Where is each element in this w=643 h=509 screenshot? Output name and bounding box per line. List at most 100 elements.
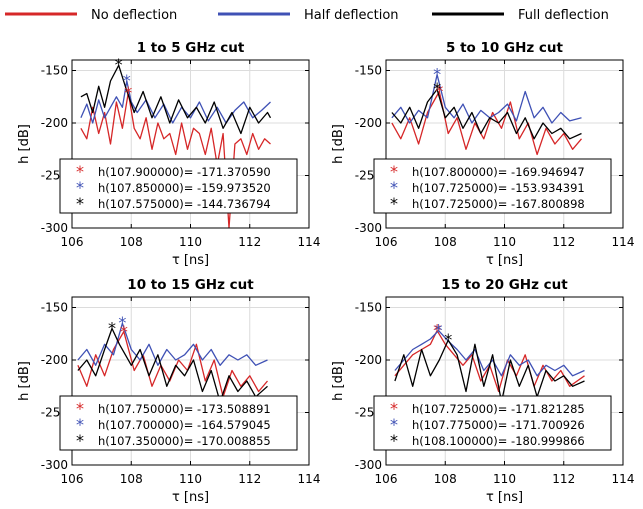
- y-tick-label: -300: [41, 221, 68, 235]
- x-tick-label: 108: [120, 472, 143, 486]
- x-tick-label: 108: [120, 235, 143, 249]
- peak-annotation-box: * h(107.725000)= -171.821285 * h(107.775000…: [373, 395, 612, 451]
- peak-annotation-box: * h(107.800000)= -169.946947 * h(107.725000…: [373, 158, 612, 214]
- annotation-text: h(108.100000)= -180.999866: [412, 434, 585, 448]
- series-line: [77, 322, 268, 366]
- y-tick-label: -300: [41, 458, 68, 472]
- annotation-box-frame: [373, 395, 612, 451]
- y-axis-label: h [dB]: [331, 361, 346, 401]
- y-tick-label: -200: [41, 116, 68, 130]
- legend-label: Half deflection: [304, 8, 399, 23]
- annotation-text: h(107.700000)= -164.579045: [98, 418, 271, 432]
- legend-item: Half deflection: [218, 8, 399, 23]
- series-group: [77, 322, 268, 403]
- y-tick-label: -200: [41, 353, 68, 367]
- y-tick-label: -300: [355, 221, 382, 235]
- figure-legend: No deflection Half deflection Full deflect…: [5, 8, 609, 23]
- annotation-text: h(107.725000)= -153.934391: [412, 181, 585, 195]
- chart-title: 15 to 20 GHz cut: [441, 277, 568, 293]
- x-tick-label: 112: [238, 235, 261, 249]
- peak-marker: *: [444, 330, 452, 349]
- x-tick-label: 112: [552, 472, 575, 486]
- annotation-text: h(107.725000)= -167.800898: [412, 197, 585, 211]
- peak-marker: *: [435, 320, 443, 339]
- annotation-marker: *: [390, 162, 398, 181]
- peak-marker: *: [433, 65, 441, 84]
- chart-title: 10 to 15 GHz cut: [127, 277, 254, 293]
- x-tick-label: 114: [612, 472, 635, 486]
- x-tick-label: 106: [375, 235, 398, 249]
- annotation-text: h(107.350000)= -170.008855: [98, 434, 271, 448]
- series-line: [391, 88, 582, 140]
- annotation-box-frame: [59, 395, 298, 451]
- x-axis-label: τ [ns]: [172, 253, 209, 268]
- annotation-text: h(107.575000)= -144.736794: [98, 197, 271, 211]
- annotation-box-frame: [373, 158, 612, 214]
- x-tick-label: 112: [238, 472, 261, 486]
- peak-marker: *: [435, 81, 443, 100]
- annotation-marker: *: [390, 178, 398, 197]
- peak-marker: *: [115, 55, 123, 74]
- x-tick-label: 106: [61, 472, 84, 486]
- y-tick-label: -200: [355, 116, 382, 130]
- chart-title: 1 to 5 GHz cut: [137, 40, 245, 56]
- annotation-text: h(107.750000)= -173.508891: [98, 402, 271, 416]
- series-group: [394, 329, 585, 403]
- x-tick-label: 114: [612, 235, 635, 249]
- series-line: [77, 327, 268, 403]
- y-axis-label: h [dB]: [17, 124, 32, 164]
- series-group: [80, 64, 272, 228]
- x-axis-label: τ [ns]: [486, 253, 523, 268]
- legend-item: No deflection: [5, 8, 177, 23]
- peak-marker: *: [124, 83, 132, 102]
- x-tick-label: 114: [298, 472, 321, 486]
- x-tick-label: 114: [298, 235, 321, 249]
- annotation-marker: *: [76, 399, 84, 418]
- peak-marker: *: [123, 71, 131, 90]
- annotation-text: h(107.725000)= -171.821285: [412, 402, 585, 416]
- annotation-marker: *: [76, 415, 84, 434]
- series-line: [391, 90, 582, 156]
- peak-marker: *: [433, 320, 441, 339]
- y-tick-label: -200: [355, 353, 382, 367]
- series-line: [80, 64, 272, 135]
- y-tick-label: -150: [41, 64, 68, 78]
- annotation-marker: *: [390, 431, 398, 450]
- annotation-marker: *: [76, 162, 84, 181]
- series-line: [80, 80, 271, 124]
- y-tick-label: -150: [355, 64, 382, 78]
- annotation-text: h(107.850000)= -159.973520: [98, 181, 271, 195]
- series-line: [394, 329, 585, 377]
- peak-marker: *: [118, 313, 126, 332]
- series-group: [391, 74, 582, 156]
- annotation-text: h(107.900000)= -171.370590: [98, 165, 271, 179]
- x-tick-label: 110: [493, 472, 516, 486]
- peak-marker: *: [108, 319, 116, 338]
- x-tick-label: 110: [179, 472, 202, 486]
- y-axis-label: h [dB]: [17, 361, 32, 401]
- y-tick-label: -150: [41, 301, 68, 315]
- x-tick-label: 112: [552, 235, 575, 249]
- legend-item: Full deflection: [432, 8, 609, 23]
- legend-label: No deflection: [91, 8, 177, 23]
- chart-title: 5 to 10 GHz cut: [446, 40, 564, 56]
- annotation-text: h(107.775000)= -171.700926: [412, 418, 585, 432]
- y-axis-label: h [dB]: [331, 124, 346, 164]
- annotation-marker: *: [390, 194, 398, 213]
- legend-label: Full deflection: [518, 8, 609, 23]
- series-line: [394, 339, 585, 403]
- annotation-box-frame: [59, 158, 298, 214]
- annotation-marker: *: [76, 178, 84, 197]
- annotation-text: h(107.800000)= -169.946947: [412, 165, 585, 179]
- y-tick-label: -150: [355, 301, 382, 315]
- peak-marker: *: [120, 322, 128, 341]
- x-tick-label: 108: [434, 235, 457, 249]
- x-tick-label: 106: [375, 472, 398, 486]
- peak-marker: *: [433, 79, 441, 98]
- annotation-marker: *: [390, 399, 398, 418]
- x-axis-label: τ [ns]: [486, 490, 523, 505]
